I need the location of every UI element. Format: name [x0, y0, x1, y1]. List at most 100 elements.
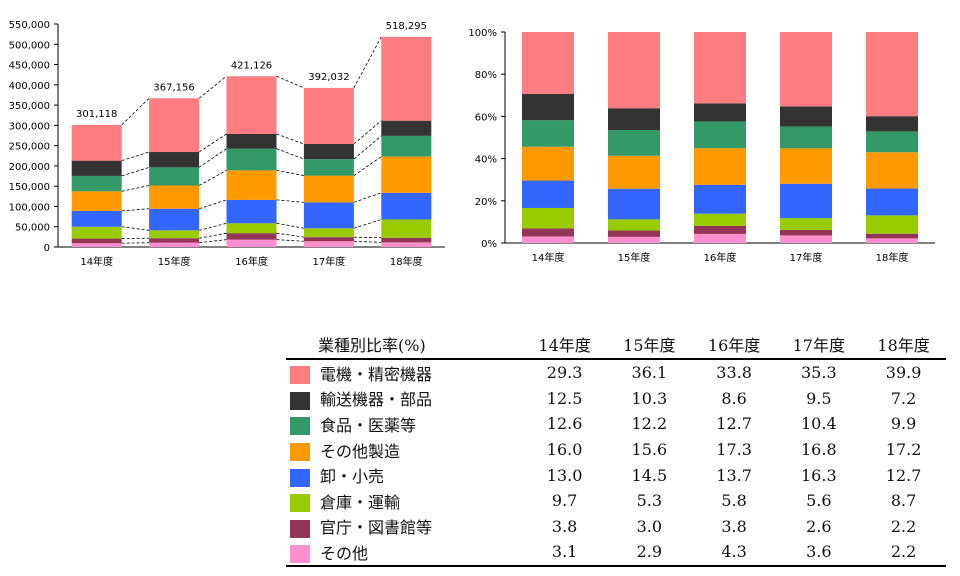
bar-segment	[866, 215, 918, 234]
table-header-year: 16年度	[691, 330, 777, 360]
table-cell: 8.6	[721, 388, 747, 408]
y-tick-label: 300,000	[9, 121, 50, 132]
table-row: 食品・医薬等 12.6 12.2 12.7 10.4 9.9	[286, 411, 946, 437]
connector-line	[276, 199, 304, 203]
connector-line	[121, 208, 150, 212]
bar-segment	[608, 32, 660, 109]
bar-segment	[303, 143, 354, 160]
connector-line	[121, 97, 150, 126]
y-tick-label: 200,000	[9, 162, 50, 173]
y-tick-label: 40%	[475, 155, 497, 166]
total-label: 421,126	[231, 60, 272, 71]
table-row-label: 官庁・図書館等	[320, 518, 433, 538]
bar-segment	[226, 170, 277, 200]
bar-segment	[866, 152, 918, 189]
bar-segment	[866, 131, 918, 153]
bar-segment	[303, 241, 354, 247]
bar-segment	[780, 218, 832, 230]
bar-segment	[522, 146, 574, 181]
connector-line	[198, 133, 227, 153]
table-row: その他 3.1 2.9 4.3 3.6 2.2	[286, 539, 946, 567]
table-cell: 15.6	[631, 440, 668, 460]
table-cell: 13.7	[716, 465, 752, 485]
table-cell: 5.8	[721, 491, 747, 511]
bar-segment	[608, 108, 660, 131]
bar-segment	[303, 159, 354, 176]
legend-swatch	[290, 468, 310, 487]
bar-segment	[381, 192, 432, 220]
bar-segment	[226, 148, 277, 171]
table-cell: 35.3	[801, 363, 837, 383]
connector-line	[198, 148, 227, 168]
table-cell: 16.3	[801, 465, 837, 485]
bar-segment	[608, 230, 660, 237]
total-label: 518,295	[386, 21, 427, 32]
table-row: その他製造 16.0 15.6 17.3 16.8 17.2	[286, 437, 946, 463]
bar-segment	[71, 160, 122, 176]
table-cell: 17.3	[716, 440, 752, 460]
legend-swatch	[290, 391, 310, 410]
legend-swatch	[290, 494, 310, 513]
bar-segment	[381, 237, 432, 243]
connector-line	[121, 185, 150, 192]
bar-segment	[226, 239, 277, 247]
bar-segment	[608, 219, 660, 231]
table-cell: 5.6	[806, 491, 832, 511]
connector-line	[198, 75, 227, 99]
table-row: 電機・精密機器 29.3 36.1 33.8 35.3 39.9	[286, 359, 946, 386]
x-tick-label: 18年度	[876, 251, 909, 264]
connector-line	[121, 151, 150, 162]
table-cell: 39.9	[885, 363, 922, 383]
bar-segment	[780, 106, 832, 127]
table-cell: 17.2	[885, 440, 922, 460]
connector-line	[276, 232, 304, 238]
bar-segment	[71, 175, 122, 192]
x-tick-label: 18年度	[390, 255, 423, 268]
total-label: 367,156	[153, 82, 194, 93]
bar-segment	[71, 243, 122, 247]
table-cell: 4.3	[691, 539, 777, 567]
table-cell: 2.2	[890, 516, 917, 536]
bar-segment	[522, 32, 574, 94]
table-cell: 16.0	[546, 440, 583, 460]
bar-segment	[694, 32, 746, 104]
table-cell: 12.7	[885, 465, 922, 485]
connector-line	[199, 232, 227, 239]
table-cell: 10.4	[801, 414, 837, 434]
table-header-label: 業種別比率(%)	[286, 330, 523, 360]
bar-segment	[780, 126, 832, 149]
connector-line	[353, 236, 382, 239]
bar-segment	[780, 32, 832, 107]
table-row-label: 食品・医薬等	[320, 415, 417, 435]
table-cell: 3.6	[776, 539, 862, 567]
x-tick-label: 16年度	[235, 255, 268, 268]
table-header-year: 17年度	[776, 330, 862, 360]
bar-segment	[694, 103, 746, 122]
bar-segment	[608, 236, 660, 243]
bar-segment	[866, 188, 918, 216]
connector-line	[276, 133, 305, 145]
y-tick-label: 100%	[468, 28, 497, 39]
bar-segment	[149, 238, 200, 243]
bar-segment	[303, 202, 354, 229]
bar-segment	[780, 148, 832, 184]
table-cell: 12.6	[546, 414, 583, 434]
connector-line	[276, 222, 304, 229]
bar-segment	[694, 184, 746, 214]
connector-line	[276, 169, 304, 177]
x-tick-label: 17年度	[790, 251, 823, 264]
y-tick-label: 250,000	[9, 142, 50, 153]
bar-segment	[780, 229, 832, 236]
bar-segment	[71, 191, 122, 211]
bar-segment	[522, 207, 574, 229]
bar-segment	[522, 228, 574, 237]
bar-segment	[149, 98, 200, 153]
bar-segment	[226, 133, 277, 149]
bar-segment	[149, 208, 200, 231]
table-cell: 12.2	[631, 414, 668, 434]
table-cell: 29.3	[546, 363, 583, 383]
connector-line	[353, 36, 382, 89]
table-row: 卸・小売 13.0 14.5 13.7 16.3 12.7	[286, 462, 946, 488]
bar-segment	[381, 242, 432, 247]
y-tick-label: 350,000	[9, 101, 50, 112]
